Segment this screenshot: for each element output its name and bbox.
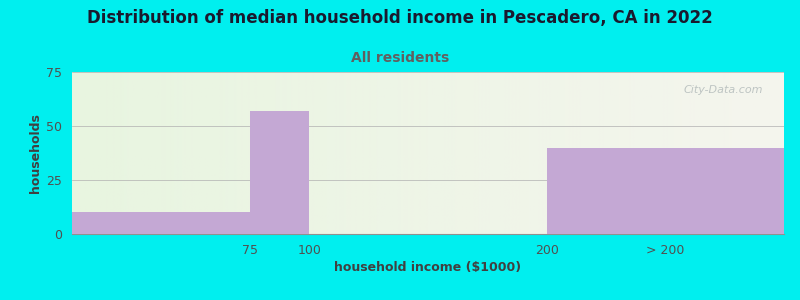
Y-axis label: households: households — [29, 113, 42, 193]
Text: City-Data.com: City-Data.com — [683, 85, 762, 95]
Bar — [546, 148, 784, 234]
Text: All residents: All residents — [351, 51, 449, 65]
Bar — [250, 111, 310, 234]
Text: Distribution of median household income in Pescadero, CA in 2022: Distribution of median household income … — [87, 9, 713, 27]
X-axis label: household income ($1000): household income ($1000) — [334, 261, 522, 274]
Bar — [72, 212, 250, 234]
